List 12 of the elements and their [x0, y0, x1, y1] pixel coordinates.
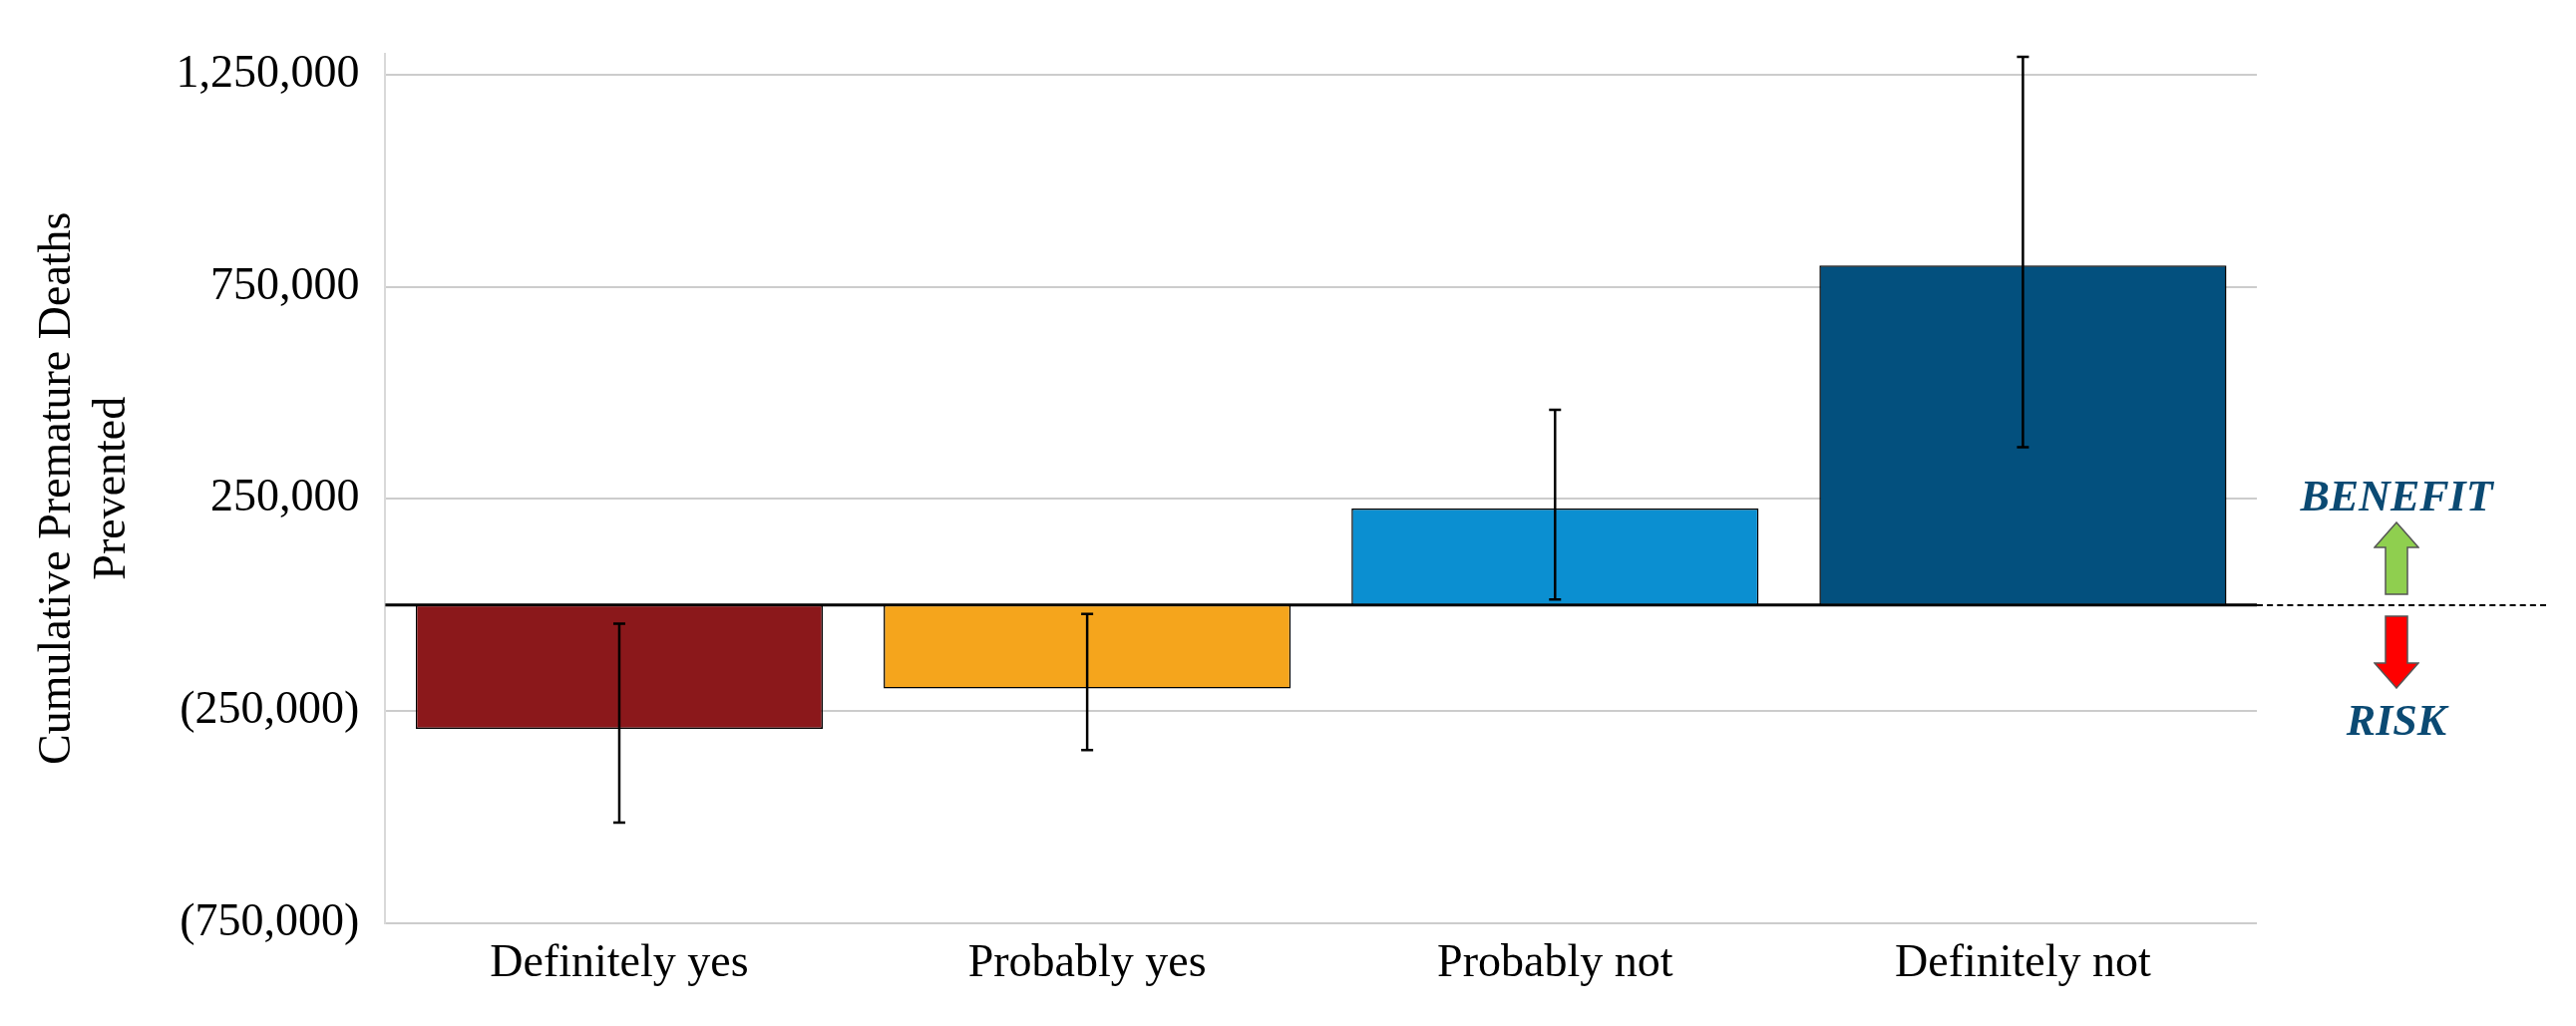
x-tick-label: Definitely yes [490, 935, 749, 987]
x-tick-label: Probably yes [967, 935, 1207, 987]
y-tick-label: 750,000 [209, 257, 360, 309]
x-tick-label: Definitely not [1895, 935, 2152, 987]
text: BENEFIT [2300, 470, 2493, 521]
y-tick-label: (250,000) [180, 682, 360, 734]
y-tick-label: 1,250,000 [176, 45, 360, 97]
x-tick-label: Probably not [1437, 935, 1673, 987]
text: RISK [2346, 694, 2447, 746]
y-axis-title: Cumulative Premature Deaths Prevented [28, 211, 135, 765]
y-tick-label: (750,000) [180, 893, 360, 945]
y-tick-label: 250,000 [209, 470, 360, 521]
